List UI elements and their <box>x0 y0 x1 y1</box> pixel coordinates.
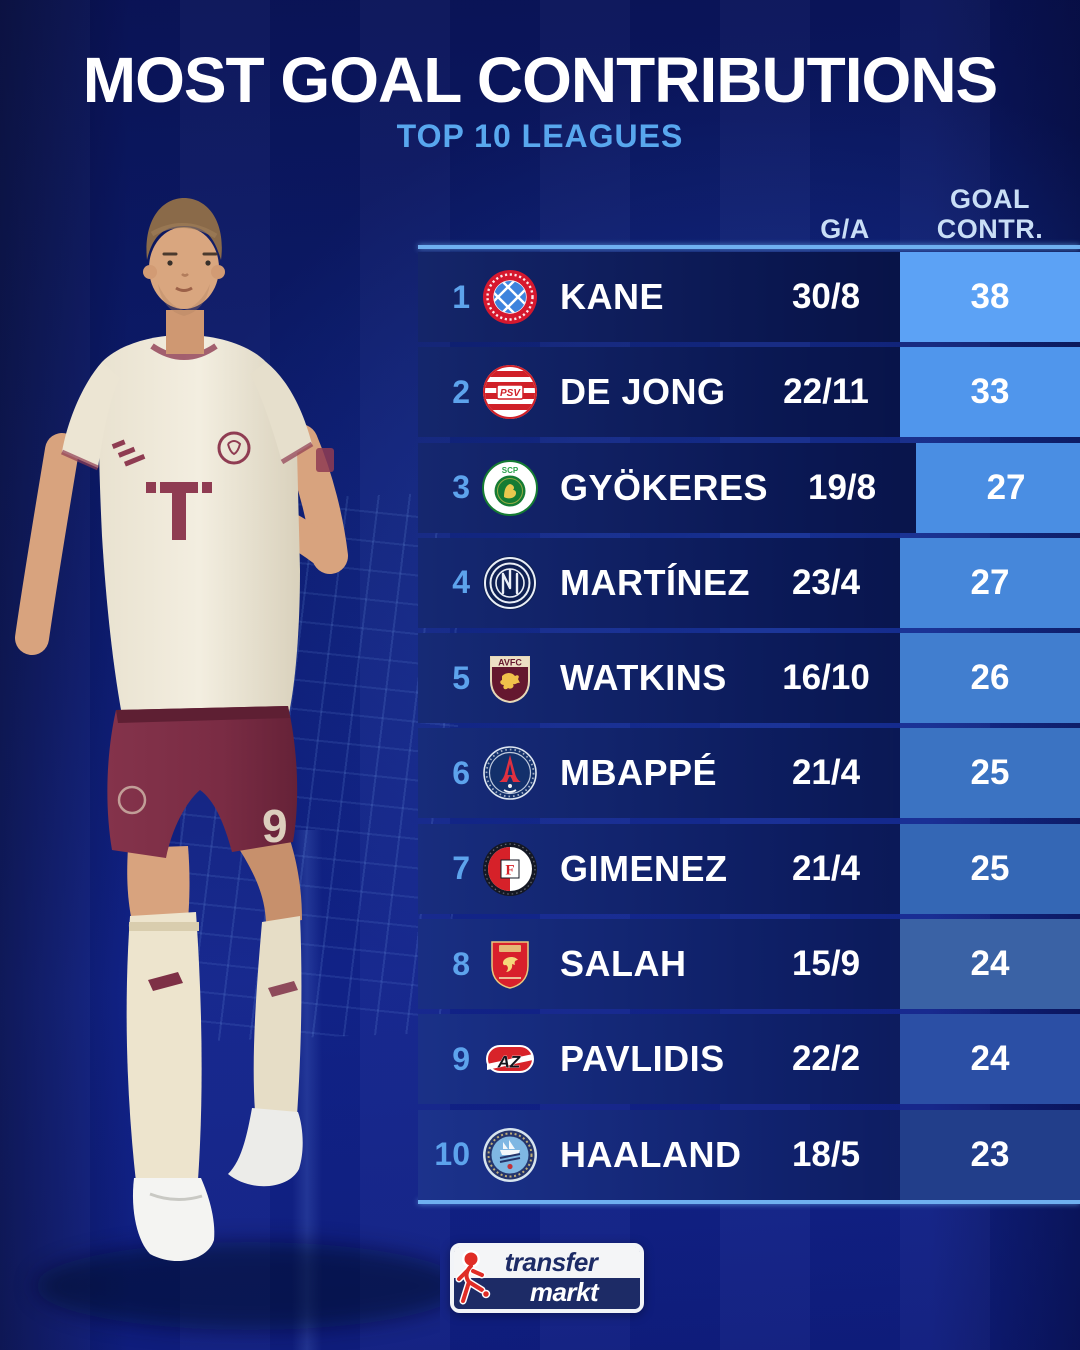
svg-text:AZ: AZ <box>497 1053 521 1072</box>
player-name: GYÖKERES <box>560 466 769 508</box>
ga-value: 23/4 <box>791 562 861 602</box>
rank-number: 9 <box>452 1040 470 1077</box>
rank-number: 4 <box>452 564 470 601</box>
table-row: 8 SALAH 15/9 24 <box>418 919 1080 1010</box>
inter-milan-badge <box>474 555 546 611</box>
table-row: 6 MBAPPÉ 21/4 25 <box>418 728 1080 819</box>
rank-number: 7 <box>452 850 470 887</box>
ranking-table: 1 KANE 30/ <box>418 252 1080 1200</box>
rank-number: 6 <box>452 754 470 791</box>
column-header-goal-contr: GOAL CONTR. <box>900 184 1080 244</box>
liverpool-badge <box>474 936 546 992</box>
goal-contr-value: 25 <box>900 823 1080 914</box>
rank-number: 3 <box>452 469 470 506</box>
column-header-goal-contr-line2: CONTR. <box>936 214 1044 244</box>
player-name: GIMENEZ <box>560 847 728 889</box>
manchester-city-badge <box>474 1127 546 1183</box>
player-name: DE JONG <box>560 371 726 413</box>
psg-badge <box>474 745 546 801</box>
sporting-cp-badge: SCP <box>474 459 546 516</box>
ga-value: 22/11 <box>783 372 869 412</box>
az-alkmaar-badge: AZ <box>474 1031 546 1087</box>
ga-value: 19/8 <box>807 467 877 507</box>
rank-number: 8 <box>452 945 470 982</box>
goal-contr-value: 24 <box>900 919 1080 1010</box>
rank-number: 10 <box>434 1136 470 1173</box>
feyenoord-badge: F <box>474 841 546 897</box>
goal-contr-value: 24 <box>900 1014 1080 1105</box>
rank-number: 1 <box>452 278 470 315</box>
table-row: 9 AZ PAVLIDIS 22/2 24 <box>418 1014 1080 1105</box>
table-row: 1 KANE 30/ <box>418 252 1080 342</box>
goal-contr-value: 27 <box>900 537 1080 628</box>
table-row: 2 PSV DE JONG 22/11 33 <box>418 347 1080 438</box>
table-bottom-border <box>418 1200 1080 1204</box>
rank-number: 2 <box>452 373 470 410</box>
goal-contr-value: 33 <box>900 347 1080 438</box>
player-name: KANE <box>560 276 665 317</box>
ga-value: 15/9 <box>791 944 861 984</box>
svg-text:9: 9 <box>262 800 288 852</box>
page-title: MOST GOAL CONTRIBUTIONS <box>82 44 998 116</box>
svg-text:PSV: PSV <box>500 388 521 399</box>
aston-villa-badge: AVFC <box>474 650 546 706</box>
transfermarkt-kicker-icon <box>455 1250 491 1305</box>
player-name: SALAH <box>560 943 687 985</box>
rank-number: 5 <box>452 659 470 696</box>
table-row: 7 F GIMENEZ 21/4 25 <box>418 823 1080 914</box>
player-name: WATKINS <box>560 657 727 699</box>
ga-value: 22/2 <box>791 1039 861 1079</box>
player-name: MBAPPÉ <box>560 752 718 794</box>
page-subtitle: TOP 10 LEAGUES <box>396 118 684 154</box>
player-name: HAALAND <box>560 1133 742 1175</box>
bayern-munich-badge <box>474 269 546 325</box>
table-row: 5 AVFC WATKINS 16/10 26 <box>418 633 1080 724</box>
ga-value: 18/5 <box>791 1134 861 1174</box>
goal-contr-value: 27 <box>916 442 1080 533</box>
ga-value: 21/4 <box>791 848 861 888</box>
ga-value: 16/10 <box>782 658 870 698</box>
table-row: 10 HAALAND 18/5 23 <box>418 1109 1080 1200</box>
transfermarkt-logo-top-text: transfer <box>454 1247 640 1278</box>
psv-eindhoven-badge: PSV <box>474 364 546 420</box>
svg-text:SCP: SCP <box>502 466 519 475</box>
player-name: MARTÍNEZ <box>560 561 750 603</box>
goal-contr-value: 38 <box>900 252 1080 342</box>
ga-value: 30/8 <box>791 277 861 316</box>
player-name: PAVLIDIS <box>560 1038 725 1080</box>
player-photo: 9 <box>15 198 440 1330</box>
svg-text:AVFC: AVFC <box>498 658 522 668</box>
table-row: 4 MARTÍNEZ 23/4 27 <box>418 537 1080 628</box>
column-header-goal-contr-line1: GOAL <box>950 184 1030 214</box>
goal-contr-value: 26 <box>900 633 1080 724</box>
goal-contr-value: 25 <box>900 728 1080 819</box>
column-header-ga: G/A <box>820 214 870 244</box>
table-top-border <box>418 245 1080 249</box>
table-row: 3 SCP GYÖKERES 19/8 27 <box>418 442 1080 533</box>
transfermarkt-logo: transfer markt <box>450 1243 644 1313</box>
svg-text:F: F <box>505 862 514 878</box>
ga-value: 21/4 <box>791 753 861 793</box>
goal-contr-value: 23 <box>900 1109 1080 1200</box>
